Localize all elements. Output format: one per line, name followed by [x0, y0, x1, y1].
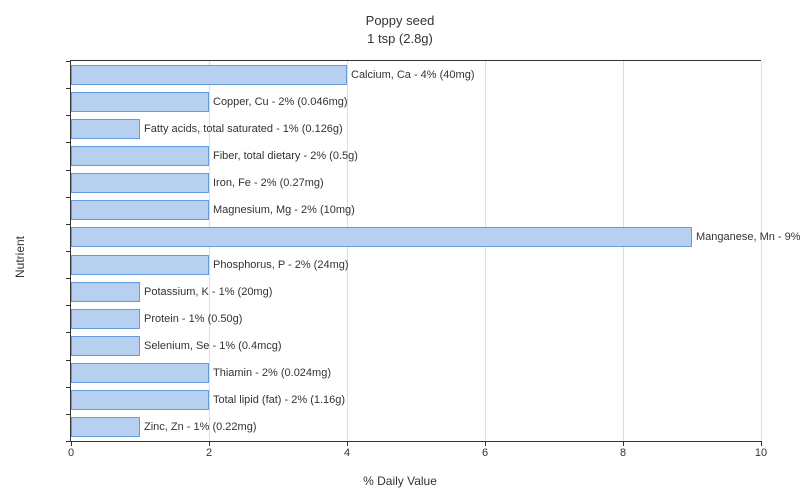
y-tick-mark — [66, 115, 71, 116]
y-tick-mark — [66, 88, 71, 89]
bar-label: Zinc, Zn - 1% (0.22mg) — [140, 417, 256, 437]
plot-area: 0246810Calcium, Ca - 4% (40mg)Copper, Cu… — [70, 60, 761, 442]
nutrient-bar — [71, 282, 140, 302]
x-tick-label: 0 — [68, 447, 74, 459]
x-tick-mark — [623, 441, 624, 446]
bar-label: Phosphorus, P - 2% (24mg) — [209, 255, 349, 275]
nutrient-bar — [71, 363, 209, 383]
bar-label: Total lipid (fat) - 2% (1.16g) — [209, 390, 345, 410]
bar-label: Selenium, Se - 1% (0.4mcg) — [140, 336, 282, 356]
bar-label: Fiber, total dietary - 2% (0.5g) — [209, 146, 358, 166]
x-tick-mark — [71, 441, 72, 446]
x-tick-label: 8 — [620, 447, 626, 459]
x-tick-mark — [761, 441, 762, 446]
nutrient-bar — [71, 417, 140, 437]
nutrient-bar — [71, 227, 692, 247]
x-tick-mark — [209, 441, 210, 446]
nutrient-bar — [71, 255, 209, 275]
y-tick-mark — [66, 414, 71, 415]
y-tick-mark — [66, 441, 71, 442]
y-tick-mark — [66, 142, 71, 143]
bar-label: Manganese, Mn - 9% (0.188mg) — [692, 227, 800, 247]
bar-label: Calcium, Ca - 4% (40mg) — [347, 65, 474, 85]
x-tick-mark — [347, 441, 348, 446]
grid-line — [347, 61, 348, 441]
title-line-2: 1 tsp (2.8g) — [0, 30, 800, 48]
nutrient-bar — [71, 119, 140, 139]
nutrient-bar — [71, 390, 209, 410]
x-tick-label: 6 — [482, 447, 488, 459]
x-tick-label: 10 — [755, 447, 767, 459]
x-tick-mark — [485, 441, 486, 446]
nutrient-chart: Poppy seed 1 tsp (2.8g) Nutrient 0246810… — [0, 0, 800, 500]
x-tick-label: 4 — [344, 447, 350, 459]
y-tick-mark — [66, 251, 71, 252]
y-tick-mark — [66, 61, 71, 62]
bar-label: Thiamin - 2% (0.024mg) — [209, 363, 331, 383]
bar-label: Potassium, K - 1% (20mg) — [140, 282, 272, 302]
y-tick-mark — [66, 360, 71, 361]
y-tick-mark — [66, 197, 71, 198]
title-line-1: Poppy seed — [0, 12, 800, 30]
nutrient-bar — [71, 173, 209, 193]
y-axis-label: Nutrient — [13, 236, 27, 278]
y-tick-mark — [66, 332, 71, 333]
nutrient-bar — [71, 65, 347, 85]
y-tick-mark — [66, 224, 71, 225]
y-tick-mark — [66, 170, 71, 171]
grid-line — [485, 61, 486, 441]
chart-title: Poppy seed 1 tsp (2.8g) — [0, 0, 800, 48]
y-tick-mark — [66, 387, 71, 388]
grid-line — [623, 61, 624, 441]
nutrient-bar — [71, 200, 209, 220]
grid-line — [761, 61, 762, 441]
y-tick-mark — [66, 278, 71, 279]
bar-label: Magnesium, Mg - 2% (10mg) — [209, 200, 355, 220]
y-tick-mark — [66, 305, 71, 306]
bar-label: Fatty acids, total saturated - 1% (0.126… — [140, 119, 343, 139]
bar-label: Protein - 1% (0.50g) — [140, 309, 242, 329]
bar-label: Copper, Cu - 2% (0.046mg) — [209, 92, 348, 112]
nutrient-bar — [71, 309, 140, 329]
nutrient-bar — [71, 146, 209, 166]
nutrient-bar — [71, 336, 140, 356]
x-tick-label: 2 — [206, 447, 212, 459]
x-axis-label: % Daily Value — [363, 474, 437, 488]
bar-label: Iron, Fe - 2% (0.27mg) — [209, 173, 324, 193]
nutrient-bar — [71, 92, 209, 112]
